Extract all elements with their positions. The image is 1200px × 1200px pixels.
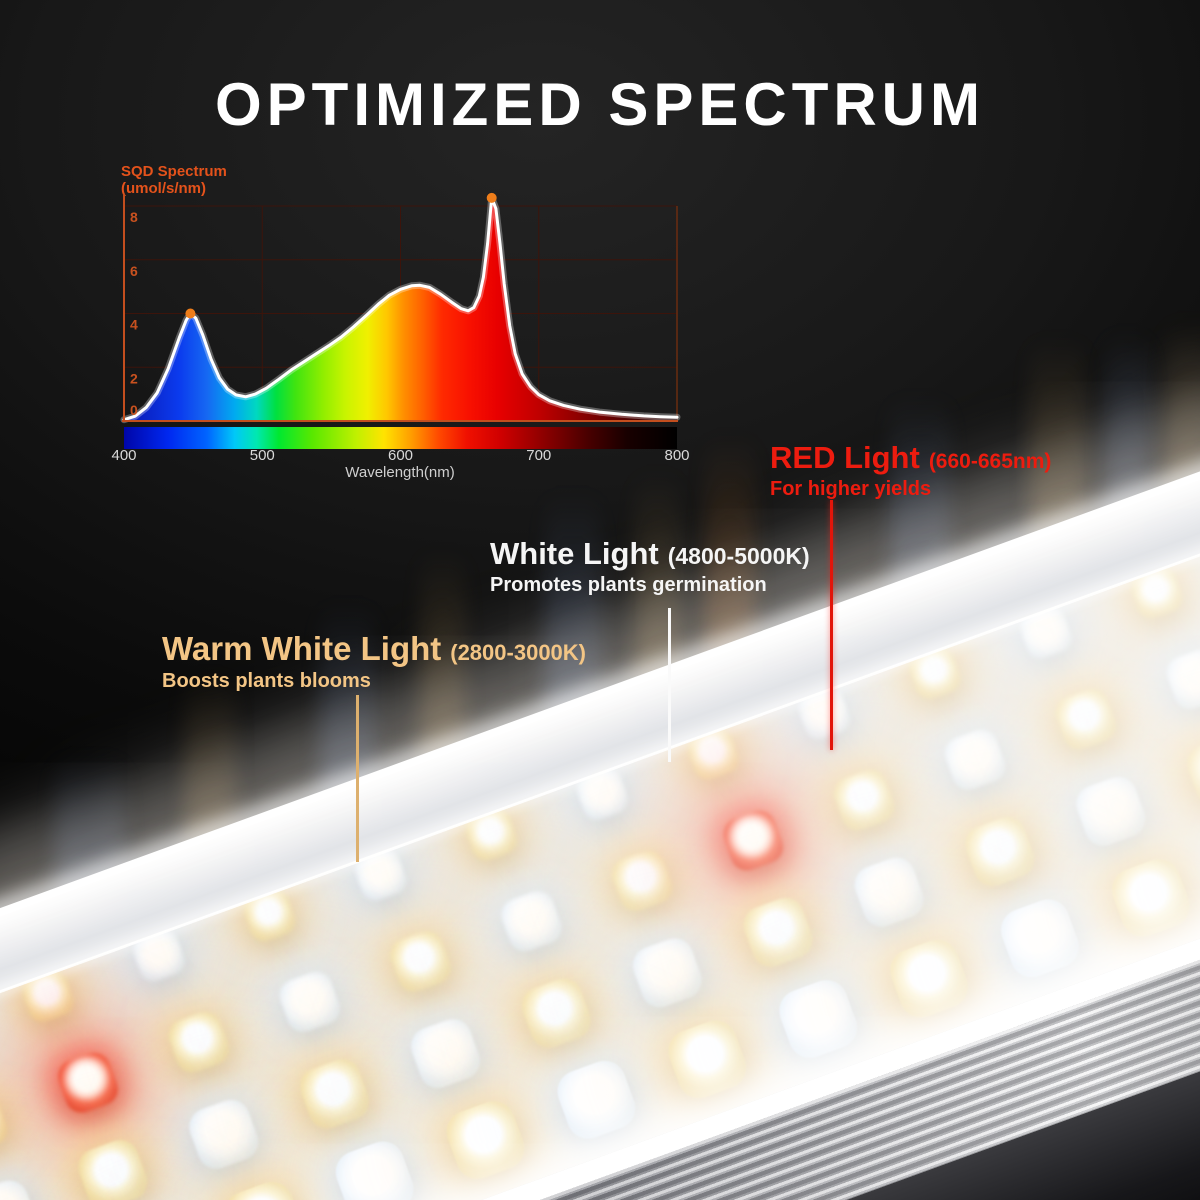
warm-led — [0, 1088, 12, 1158]
white-range: (4800-5000K) — [667, 543, 810, 569]
callout-warm-white: Warm White Light (2800-3000K) Boosts pla… — [162, 630, 586, 693]
svg-text:8: 8 — [130, 209, 138, 225]
warm-white-range: (2800-3000K) — [450, 640, 586, 665]
cool-led — [405, 1013, 486, 1094]
cool-led — [1162, 644, 1200, 714]
cool-led — [329, 1135, 420, 1200]
spectrum-plot: 8 6 4 2 0 400 500 600 700 800 — [111, 192, 690, 464]
svg-text:2: 2 — [130, 370, 138, 386]
chart-y-axis-label: SQD Spectrum (umol/s/nm) — [121, 163, 227, 197]
cool-led — [995, 893, 1085, 984]
callout-white: White Light (4800-5000K) Promotes plants… — [490, 536, 810, 597]
warm-led — [164, 1007, 234, 1077]
white-subtitle: Promotes plants germination — [490, 574, 767, 596]
red-title: RED Light — [770, 440, 920, 475]
svg-text:6: 6 — [130, 263, 138, 279]
warm-white-title: Warm White Light — [162, 630, 442, 667]
warm-led — [960, 812, 1040, 892]
chart-y-axis-label-line2: (umol/s/nm) — [121, 180, 206, 197]
red-led — [53, 1048, 123, 1118]
warm-white-pointer-line — [356, 695, 359, 862]
warm-led — [607, 846, 677, 916]
white-title: White Light — [490, 536, 659, 571]
warm-led — [294, 1054, 375, 1134]
warm-led — [1051, 684, 1121, 754]
spectrum-chart: SQD Spectrum (umol/s/nm) 8 6 4 2 — [0, 0, 760, 500]
svg-text:500: 500 — [250, 447, 275, 464]
cool-led — [773, 974, 864, 1064]
cool-led — [849, 852, 929, 932]
warm-led — [662, 1014, 753, 1105]
svg-text:600: 600 — [388, 447, 413, 464]
cool-led — [940, 725, 1010, 795]
red-subtitle: For higher yields — [770, 478, 932, 500]
warm-led — [385, 926, 456, 997]
cool-led — [1071, 771, 1151, 852]
warm-led — [516, 973, 597, 1053]
svg-text:800: 800 — [664, 447, 689, 464]
warm-led — [1105, 853, 1196, 943]
warm-led — [1181, 731, 1200, 811]
callout-red: RED Light (660-665nm) For higher yields — [770, 440, 1051, 501]
warm-led — [218, 1175, 309, 1200]
cool-led — [0, 1175, 42, 1200]
svg-text:4: 4 — [130, 317, 138, 333]
svg-text:700: 700 — [526, 447, 551, 464]
red-led — [718, 805, 788, 876]
cool-led — [184, 1094, 264, 1174]
red-range: (660-665nm) — [928, 450, 1052, 473]
white-pointer-line — [668, 608, 671, 762]
chart-y-axis-label-line1: SQD Spectrum — [121, 163, 227, 180]
red-pointer-line — [830, 500, 833, 750]
warm-led — [440, 1095, 531, 1185]
warm-led — [73, 1134, 153, 1200]
cool-led — [627, 933, 708, 1013]
svg-text:400: 400 — [111, 447, 136, 464]
cool-led — [551, 1054, 642, 1145]
warm-led — [884, 933, 974, 1024]
svg-text:0: 0 — [130, 402, 138, 418]
cool-led — [275, 967, 345, 1037]
warm-led — [738, 892, 818, 973]
warm-led — [829, 765, 899, 835]
chart-x-axis-label: Wavelength(nm) — [345, 464, 455, 481]
cool-led — [496, 886, 567, 956]
warm-white-subtitle: Boosts plants blooms — [162, 670, 371, 692]
page-title: OPTIMIZED SPECTRUM — [214, 71, 985, 138]
